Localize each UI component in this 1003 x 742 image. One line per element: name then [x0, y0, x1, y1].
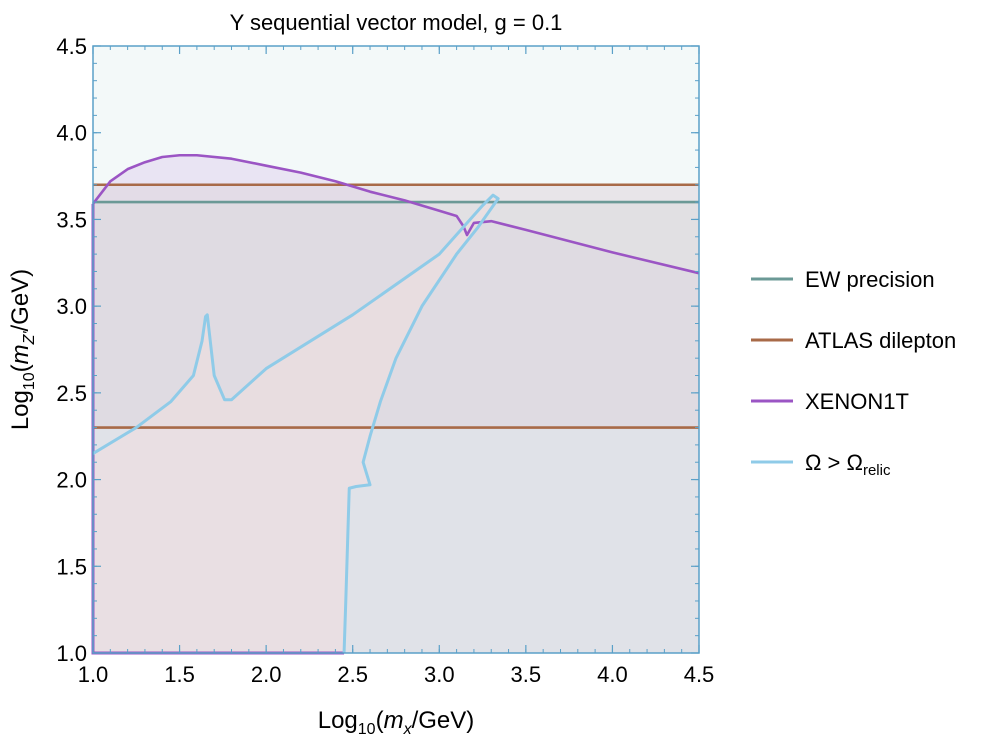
relic-region: [93, 195, 499, 654]
legend: EW precision ATLAS dilepton XENON1T Ω > Ωre…: [751, 267, 956, 479]
y-tick-label: 4.5: [56, 34, 87, 59]
x-tick-label: 4.5: [684, 662, 715, 687]
legend-label: XENON1T: [805, 389, 909, 414]
y-tick-label: 2.5: [56, 381, 87, 406]
y-axis-label: Log10(mZ'/GeV): [7, 269, 38, 430]
x-tick-label: 1.0: [78, 662, 109, 687]
relic-line: [92, 193, 500, 654]
y-tick-label: 3.5: [56, 207, 87, 232]
x-tick-label: 1.5: [164, 662, 195, 687]
legend-label: Ω > Ωrelic: [805, 450, 891, 479]
y-tick-label: 4.0: [56, 121, 87, 146]
axes: 1.0 1.5 2.0 2.5 3.0 3.5 4.0 4.5 1.0 1.5 2.0 2.5 3.0 3…: [56, 34, 714, 687]
plot-frame: [92, 45, 700, 654]
x-axis-label: Log10(mx/GeV): [318, 707, 475, 738]
y-tick-label: 1.5: [56, 554, 87, 579]
x-tick-label: 2.5: [337, 662, 368, 687]
y-tick-label: 2.0: [56, 468, 87, 493]
x-tick-label: 3.5: [511, 662, 542, 687]
x-tick-label: 2.0: [251, 662, 282, 687]
y-tick-label: 1.0: [56, 641, 87, 666]
chart-title: Y sequential vector model, g = 0.1: [230, 10, 563, 35]
y-tick-label: 3.0: [56, 294, 87, 319]
legend-label: EW precision: [805, 267, 935, 292]
x-tick-label: 4.0: [597, 662, 628, 687]
x-tick-label: 3.0: [424, 662, 455, 687]
legend-label: ATLAS dilepton: [805, 328, 956, 353]
plot-area: [91, 46, 700, 655]
